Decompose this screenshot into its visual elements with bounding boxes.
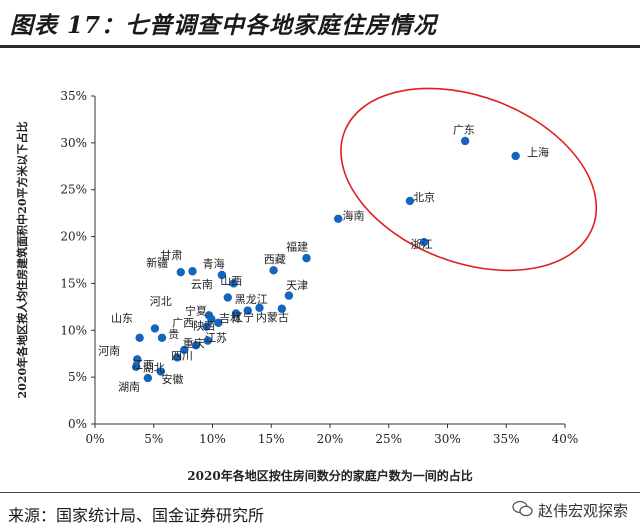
point-label: 湖北 (143, 362, 165, 375)
point-label: 辽宁 (232, 310, 254, 324)
point-label: 湖南 (118, 380, 140, 393)
data-point (269, 266, 278, 275)
point-label: 江苏 (205, 332, 227, 345)
data-point (334, 214, 343, 223)
point-label: 山东 (111, 312, 133, 325)
title-divider (0, 45, 640, 48)
point-label: 河北 (150, 295, 172, 308)
y-tick-label: 25% (60, 183, 87, 197)
footer-divider (0, 492, 640, 493)
x-tick-label: 35% (493, 432, 520, 446)
data-point (157, 333, 167, 342)
y-tick-label: 15% (60, 276, 87, 290)
y-tick-label: 20% (60, 230, 87, 244)
source-note: 来源：国家统计局、国金证券研究所 (8, 506, 265, 525)
data-point (173, 353, 182, 362)
data-point (302, 253, 311, 263)
point-label: 内蒙古 (256, 310, 289, 324)
x-tick-label: 0% (85, 432, 104, 446)
point-label: 山西 (220, 274, 242, 287)
data-point (133, 355, 142, 364)
chart-title: 图表 17：七普调查中各地家庭住房情况 (10, 12, 438, 39)
scatter-chart: 0% 5% 10% 15% 20% 25% 30% 35% 40% 0% 5% 10% 15% 20% 25… (15, 87, 598, 483)
point-label: 四川 (171, 349, 193, 362)
data-point (180, 345, 189, 355)
y-tick-label: 35% (60, 89, 87, 103)
data-point (203, 336, 212, 345)
point-label: 重庆 (183, 336, 205, 350)
point-label: 陕西 (193, 318, 215, 332)
x-tick-label: 10% (199, 432, 226, 446)
data-point (214, 318, 223, 327)
data-point (511, 151, 520, 161)
point-label: 安徽 (162, 372, 184, 386)
point-label: 青海 (203, 256, 225, 270)
point-label: 云南 (191, 278, 213, 291)
wechat-icon (512, 500, 533, 517)
y-tick-label: 0% (68, 417, 87, 431)
point-label: 新疆 (146, 256, 168, 270)
point-label: 黑龙江 (235, 293, 268, 306)
watermark-text: 赵伟宏观探索 (538, 502, 629, 520)
point-label: 天津 (286, 279, 308, 292)
watermark: 赵伟宏观探索 (512, 497, 636, 523)
point-label: 福建 (286, 240, 308, 254)
data-points (131, 136, 520, 383)
x-tick-label: 5% (144, 432, 163, 446)
y-axis-label: 2020年各地区按人均住房建筑面积中20平方米以下占比 (15, 122, 29, 399)
data-point (135, 333, 144, 342)
point-label: 江西 (132, 359, 154, 372)
x-tick-label: 30% (434, 432, 461, 446)
x-axis-label: 2020年各地区按住房间数分的家庭户数为一间的占比 (187, 468, 472, 483)
data-point (277, 304, 287, 313)
point-label: 海南 (343, 209, 365, 223)
data-point (188, 267, 197, 276)
y-tick-label: 10% (60, 323, 87, 337)
point-label: 西藏 (264, 253, 286, 266)
point-label: 甘肃 (160, 249, 182, 262)
x-tick-label: 40% (552, 432, 579, 446)
y-tick-label: 30% (60, 136, 87, 150)
data-point (231, 309, 241, 318)
axes: 0% 5% 10% 15% 20% 25% 30% 35% 40% 0% 5% 10% 15% 20% 25… (60, 89, 578, 446)
point-label: 吉林 (219, 311, 241, 325)
data-point (156, 367, 165, 376)
point-label: 北京 (413, 190, 435, 204)
point-label: 河南 (98, 345, 120, 358)
point-label: 广西 (172, 317, 194, 330)
data-point (284, 291, 294, 300)
point-label: 上海 (527, 145, 549, 159)
point-label: 浙江 (411, 238, 433, 251)
data-point (202, 322, 211, 331)
data-point (243, 306, 252, 315)
point-label: 贵 (168, 328, 179, 341)
data-point (131, 362, 141, 372)
point-label: 宁夏 (185, 303, 207, 317)
data-point (217, 270, 227, 280)
data-point (204, 311, 214, 320)
data-point (176, 267, 185, 277)
data-point (150, 324, 160, 333)
data-point (223, 293, 232, 302)
highlight-ellipse (340, 87, 598, 272)
x-tick-label: 15% (258, 432, 285, 446)
data-point (419, 237, 429, 247)
y-tick-label: 5% (68, 370, 87, 384)
data-point (229, 279, 238, 288)
point-label: 广东 (453, 123, 475, 136)
data-point (143, 373, 153, 383)
data-point (191, 341, 201, 350)
data-point (460, 136, 470, 146)
data-point (405, 196, 415, 206)
x-tick-label: 20% (317, 432, 344, 446)
x-tick-label: 25% (375, 432, 402, 446)
data-point (255, 303, 264, 312)
